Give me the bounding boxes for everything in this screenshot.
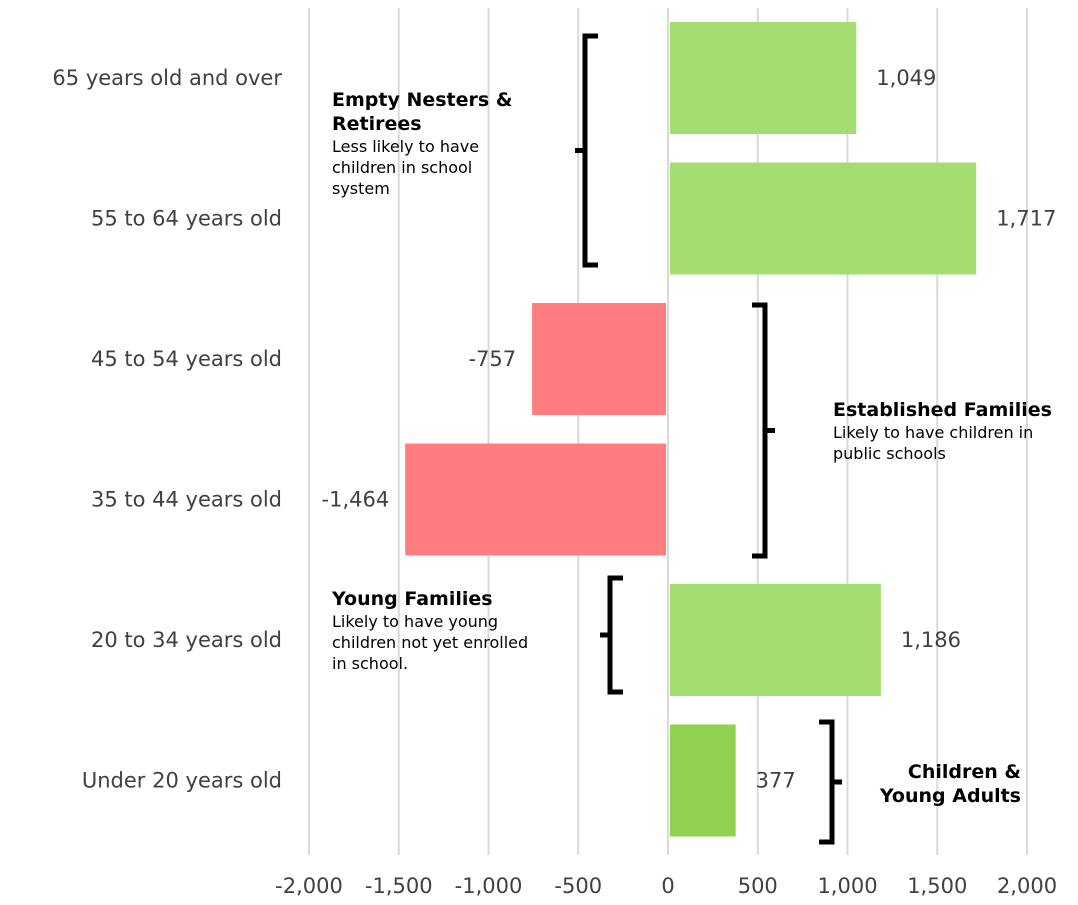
- data-label: 1,717: [996, 207, 1056, 231]
- bracket: [575, 33, 598, 268]
- data-label: 377: [756, 769, 796, 793]
- x-tick-label: 1,500: [907, 874, 967, 898]
- x-tick-label: 1,000: [817, 874, 877, 898]
- category-label: 45 to 54 years old: [91, 347, 282, 371]
- category-label: 35 to 44 years old: [91, 488, 282, 512]
- annotations: Empty Nesters &Retirees Less likely to ha…: [331, 33, 1052, 845]
- bars: [405, 22, 977, 837]
- annotation-text: system: [332, 179, 390, 198]
- annotation-text: Less likely to have: [332, 137, 479, 156]
- bracket: [819, 719, 842, 845]
- bracket: [600, 575, 623, 695]
- x-tick-label: 0: [661, 874, 674, 898]
- bar: [670, 724, 736, 837]
- category-label: 65 years old and over: [52, 66, 282, 90]
- annotation-text: public schools: [833, 444, 946, 463]
- annotation-text: Likely to have children in: [833, 423, 1033, 442]
- annotation-text: in school.: [332, 654, 408, 673]
- data-label: 1,049: [876, 66, 936, 90]
- annotation-text: children in school: [332, 158, 472, 177]
- annotation-text: children not yet enrolled: [332, 633, 528, 652]
- x-tick-label: -1,500: [365, 874, 433, 898]
- bracket: [752, 302, 775, 559]
- category-label: Under 20 years old: [82, 769, 282, 793]
- annotation-title: Retirees: [332, 113, 422, 135]
- data-label: 1,186: [901, 628, 961, 652]
- x-tick-label: -2,000: [275, 874, 343, 898]
- annotation-title: Children &: [908, 761, 1021, 783]
- x-tick-label: -500: [554, 874, 602, 898]
- bar: [670, 162, 977, 275]
- x-tick-label: 500: [738, 874, 778, 898]
- data-label: -757: [468, 347, 516, 371]
- annotation: Empty Nesters &Retirees Less likely to ha…: [332, 33, 598, 268]
- annotation: Young Families Likely to have young childr…: [331, 575, 623, 695]
- annotation: Established Families Likely to have child…: [752, 302, 1052, 559]
- x-tick-label: 2,000: [997, 874, 1057, 898]
- annotation-title: Young Families: [331, 588, 493, 610]
- category-label: 20 to 34 years old: [91, 628, 282, 652]
- bar: [532, 303, 666, 415]
- annotation-title: Empty Nesters &: [332, 89, 512, 111]
- annotation-text: Likely to have young: [332, 612, 498, 631]
- category-label: 55 to 64 years old: [91, 207, 282, 231]
- annotation-title: Established Families: [833, 399, 1052, 421]
- data-label: -1,464: [322, 488, 390, 512]
- labels: -2,000 -1,500 -1,000 -500 0 500 1,000 1,500 2,00…: [52, 66, 1057, 898]
- bar: [670, 22, 857, 134]
- bar: [670, 584, 881, 696]
- bar: [405, 443, 666, 556]
- x-tick-label: -1,000: [455, 874, 523, 898]
- annotation: Children &Young Adults: [819, 719, 1021, 845]
- annotation-title: Young Adults: [879, 785, 1021, 807]
